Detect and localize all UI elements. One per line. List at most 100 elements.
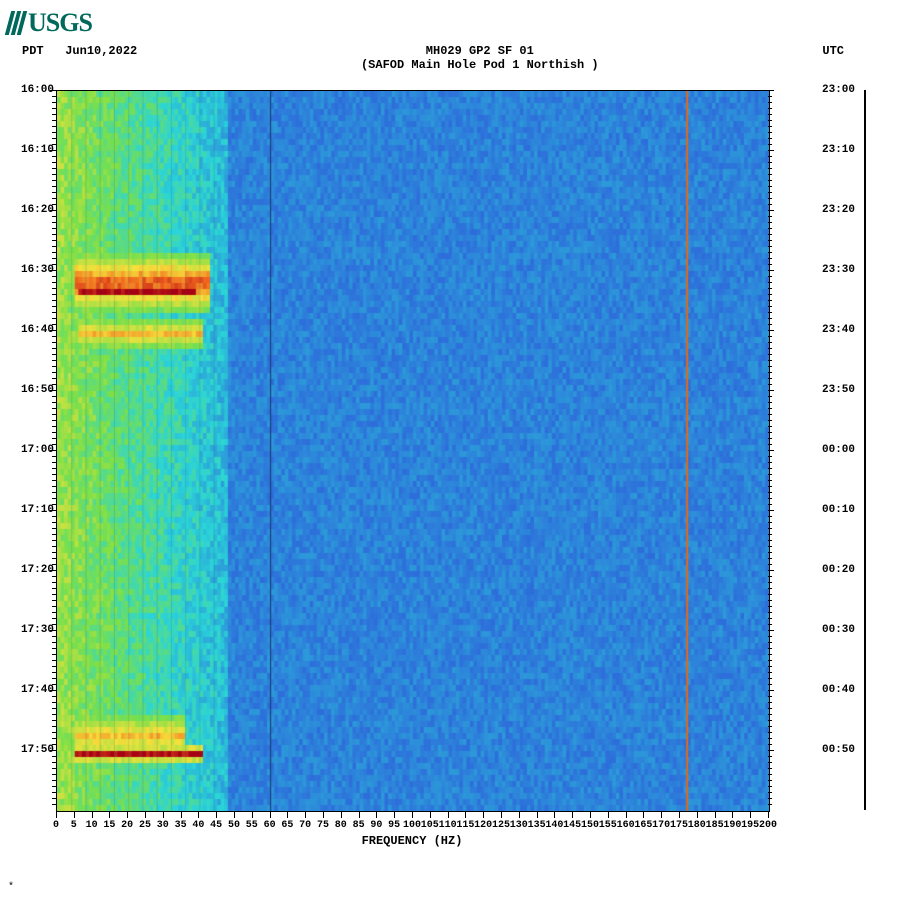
axis-tick (52, 498, 56, 499)
axis-tick (768, 174, 772, 175)
axis-tick (52, 564, 56, 565)
axis-tick (768, 672, 772, 673)
axis-tick (52, 462, 56, 463)
axis-tick (768, 624, 772, 625)
axis-tick-label: 195 (741, 820, 759, 831)
axis-tick (768, 660, 772, 661)
axis-tick (52, 366, 56, 367)
axis-tick (768, 312, 772, 313)
axis-tick (768, 366, 772, 367)
axis-tick (768, 780, 772, 781)
axis-tick (768, 132, 772, 133)
y-minor-right (768, 90, 772, 810)
axis-tick-label: 150 (581, 820, 599, 831)
axis-tick (52, 228, 56, 229)
axis-tick (768, 294, 772, 295)
axis-tick (305, 812, 306, 818)
axis-tick (52, 654, 56, 655)
axis-tick (52, 516, 56, 517)
axis-tick (768, 204, 772, 205)
axis-tick (52, 756, 56, 757)
axis-tick (52, 180, 56, 181)
axis-tick-label: 15 (103, 820, 115, 831)
header-title: MH029 GP2 SF 01 (137, 44, 822, 58)
axis-tick-label: 16:10 (12, 144, 54, 156)
axis-tick (163, 812, 164, 818)
axis-tick (52, 786, 56, 787)
axis-tick (768, 396, 772, 397)
axis-tick (52, 684, 56, 685)
axis-tick-label: 110 (439, 820, 457, 831)
axis-tick (52, 456, 56, 457)
axis-tick (52, 696, 56, 697)
header-date: Jun10,2022 (65, 44, 137, 58)
axis-tick-label: 17:50 (12, 744, 54, 756)
axis-tick-label: 140 (545, 820, 563, 831)
axis-tick (52, 642, 56, 643)
axis-tick (216, 812, 217, 818)
axis-tick (52, 396, 56, 397)
axis-tick-label: 70 (299, 820, 311, 831)
axis-tick-label: 125 (492, 820, 510, 831)
axis-tick (537, 812, 538, 818)
axis-tick (608, 812, 609, 818)
axis-tick (52, 198, 56, 199)
axis-tick (768, 240, 772, 241)
axis-tick (52, 726, 56, 727)
axis-tick-label: 17:20 (12, 564, 54, 576)
axis-tick (52, 138, 56, 139)
axis-tick (52, 534, 56, 535)
header-left: PDT Jun10,2022 (22, 44, 137, 72)
axis-tick (661, 812, 662, 818)
axis-tick (768, 666, 772, 667)
axis-tick (52, 486, 56, 487)
axis-tick (768, 636, 772, 637)
axis-tick (768, 180, 772, 181)
axis-tick (56, 812, 57, 818)
axis-tick (359, 812, 360, 818)
axis-tick (768, 342, 772, 343)
axis-tick (590, 812, 591, 818)
axis-tick (768, 318, 772, 319)
axis-tick (52, 552, 56, 553)
axis-tick (52, 144, 56, 145)
axis-tick (768, 702, 772, 703)
axis-tick (768, 708, 772, 709)
axis-tick (52, 672, 56, 673)
axis-tick-label: 55 (246, 820, 258, 831)
axis-tick-label: 145 (563, 820, 581, 831)
axis-tick (52, 168, 56, 169)
axis-tick-label: 180 (688, 820, 706, 831)
axis-tick (52, 102, 56, 103)
axis-tick (52, 768, 56, 769)
axis-tick (768, 792, 772, 793)
axis-tick-label: 16:30 (12, 264, 54, 276)
axis-tick-label: 115 (456, 820, 474, 831)
axis-tick (768, 126, 772, 127)
axis-tick (768, 444, 772, 445)
axis-tick (768, 786, 772, 787)
axis-tick (145, 812, 146, 818)
axis-tick (127, 812, 128, 818)
axis-tick (768, 156, 772, 157)
axis-tick (768, 534, 772, 535)
axis-tick (52, 306, 56, 307)
axis-tick (679, 812, 680, 818)
axis-tick (52, 258, 56, 259)
axis-tick (768, 648, 772, 649)
axis-tick (768, 606, 772, 607)
axis-tick (52, 426, 56, 427)
axis-tick-label: 30 (157, 820, 169, 831)
axis-tick (52, 174, 56, 175)
axis-tick (52, 132, 56, 133)
tz-left: PDT (22, 44, 44, 58)
axis-tick (52, 126, 56, 127)
axis-tick (768, 438, 772, 439)
axis-tick (109, 812, 110, 818)
axis-tick (52, 504, 56, 505)
axis-tick (52, 216, 56, 217)
axis-tick (52, 246, 56, 247)
axis-tick (768, 108, 772, 109)
axis-tick (52, 438, 56, 439)
axis-tick (768, 798, 772, 799)
